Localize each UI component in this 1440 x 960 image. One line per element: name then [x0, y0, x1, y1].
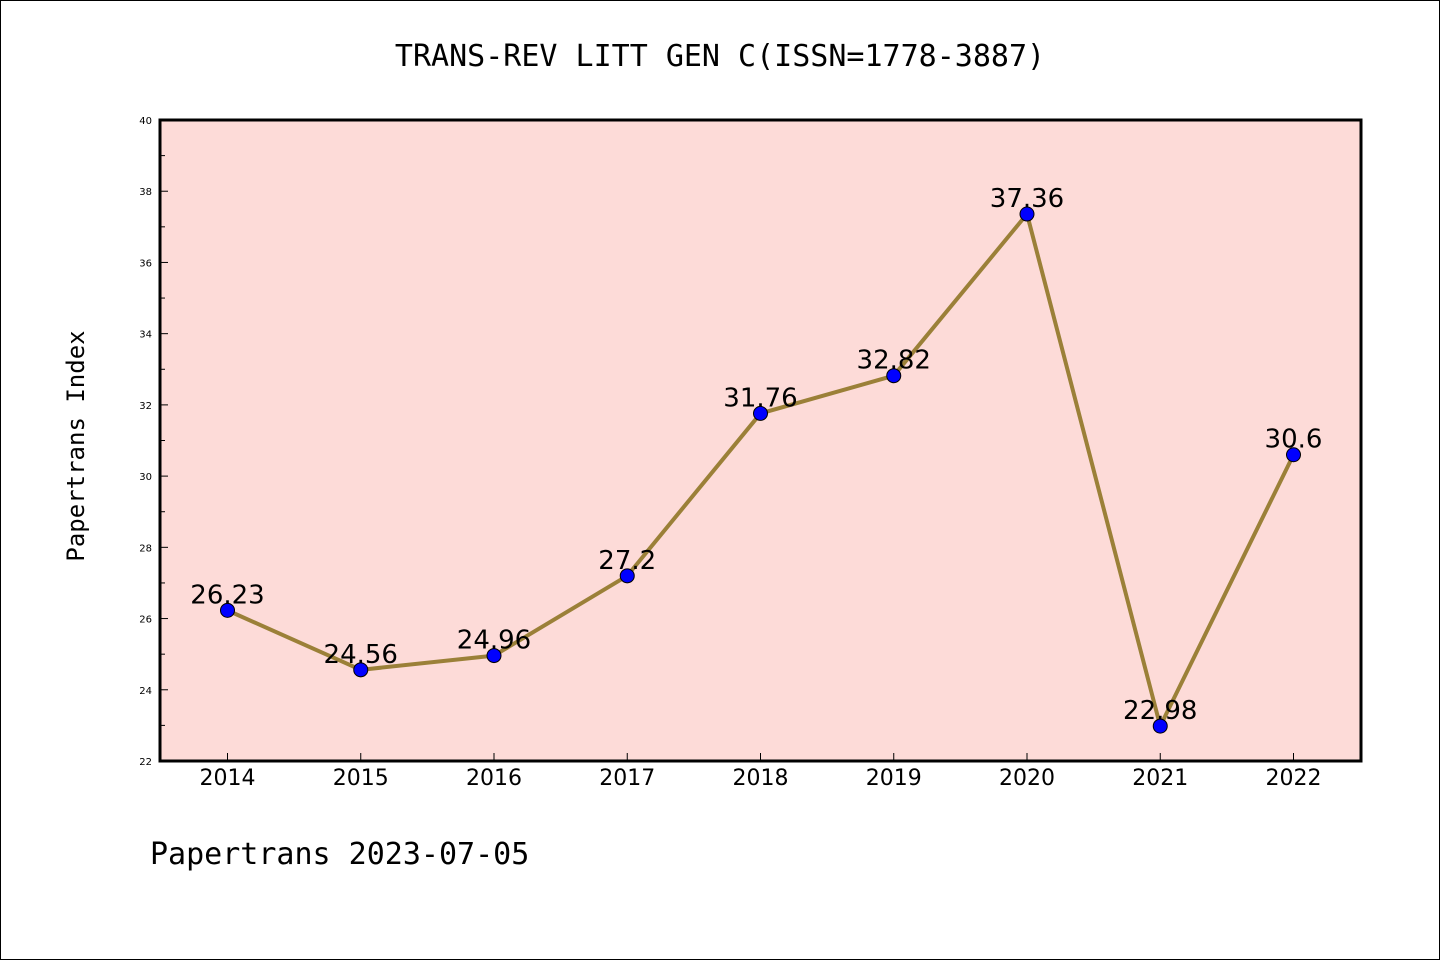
chart-title: TRANS-REV LITT GEN C(ISSN=1778-3887): [395, 39, 1045, 74]
y-tick-label: 26: [139, 615, 152, 626]
data-label: 37.36: [990, 184, 1064, 214]
x-tick-label: 2019: [866, 766, 922, 791]
y-tick-label: 40: [139, 116, 152, 127]
x-axis: 2014 2015 2016 2017 2018 2019 2020 2021 2022: [200, 753, 1322, 791]
data-label: 22.98: [1123, 696, 1197, 726]
y-tick-label: 30: [139, 472, 152, 483]
data-label: 32.82: [857, 346, 931, 376]
y-tick-label: 34: [139, 330, 152, 341]
y-tick-label: 38: [139, 187, 152, 198]
data-label: 24.96: [457, 626, 531, 656]
y-tick-label: 36: [139, 258, 152, 269]
x-tick-label: 2014: [200, 766, 256, 791]
y-tick-label: 28: [139, 543, 152, 554]
x-tick-label: 2020: [999, 766, 1055, 791]
data-label: 27.2: [598, 546, 656, 576]
x-tick-label: 2015: [333, 766, 389, 791]
y-axis-label: Papertrans Index: [62, 330, 90, 561]
data-point: [486, 648, 502, 664]
y-tick-label: 22: [139, 757, 152, 768]
data-point: [753, 405, 768, 421]
footer-date: Papertrans 2023-07-05: [150, 837, 529, 872]
y-tick-label: 32: [139, 401, 152, 412]
data-point: [1286, 447, 1301, 463]
x-tick-label: 2016: [466, 766, 522, 791]
y-tick-label: 24: [139, 686, 152, 697]
x-tick-label: 2022: [1266, 766, 1322, 791]
data-labels: 26.23 24.56 24.96 27.2 31.76 32.82 37.36 22.98 3…: [190, 184, 1322, 726]
x-tick-label: 2017: [599, 766, 655, 791]
data-point: [619, 568, 635, 584]
data-label: 30.6: [1265, 425, 1323, 455]
data-point: [220, 602, 235, 618]
data-label: 31.76: [723, 383, 797, 413]
data-point: [1019, 206, 1035, 222]
data-point: [886, 368, 902, 384]
plot-area: [160, 120, 1361, 761]
x-tick-label: 2018: [733, 766, 789, 791]
plot-border: [158, 118, 1363, 763]
data-label: 26.23: [190, 580, 264, 610]
data-point: [353, 662, 369, 678]
data-markers: [220, 206, 1301, 734]
x-tick-label: 2021: [1132, 766, 1188, 791]
data-label: 24.56: [324, 640, 398, 670]
data-point: [1152, 718, 1168, 734]
